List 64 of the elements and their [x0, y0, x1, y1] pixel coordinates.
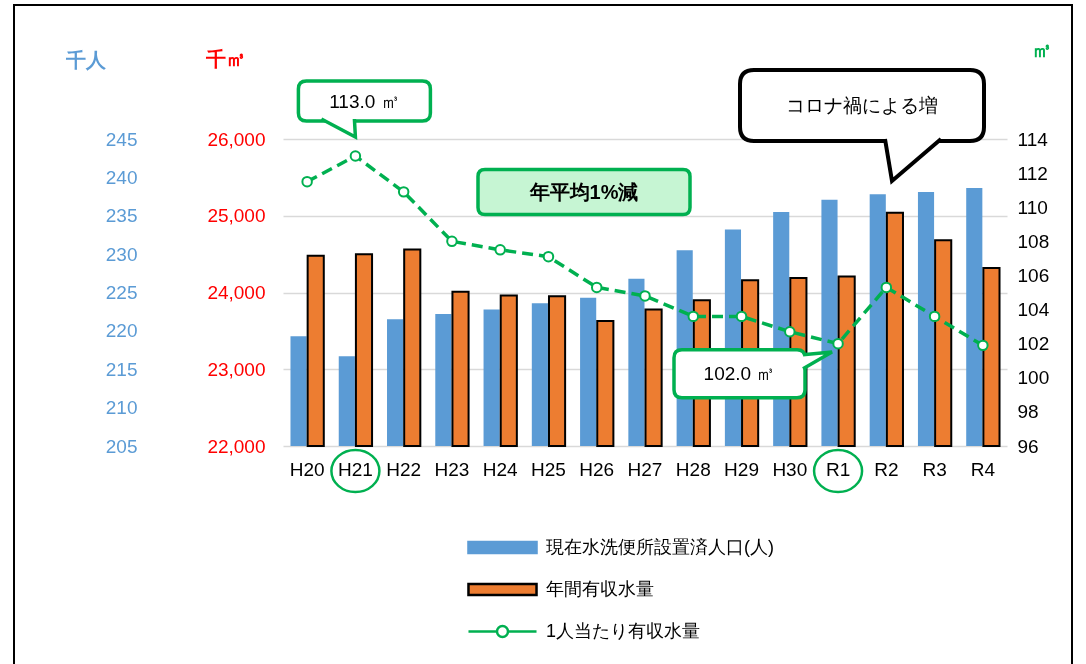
- point: [977, 339, 989, 352]
- point: [928, 310, 941, 323]
- x-tick-label: H29: [724, 458, 759, 480]
- x-tick-label: H21: [337, 458, 373, 480]
- y3-tick-label: 235: [105, 205, 138, 227]
- y3-tick-label: 220: [105, 320, 138, 342]
- legend-label: 年間有収水量: [546, 578, 654, 599]
- point: [494, 244, 506, 256]
- x-tick-label: R1: [825, 458, 851, 480]
- point: [832, 337, 844, 350]
- x-tick-label: H23: [434, 458, 470, 480]
- point: [590, 281, 603, 294]
- y-tick-label: 22,000: [207, 435, 266, 457]
- y2-tick-label: 98: [1017, 401, 1039, 423]
- y3-tick-label: 215: [105, 358, 138, 380]
- annotation: 102.0 ㎥: [703, 363, 776, 385]
- y2-tick-label: 106: [1017, 264, 1050, 286]
- point: [735, 310, 748, 323]
- point: [784, 325, 796, 338]
- point: [301, 175, 313, 188]
- x-tick-label: H22: [386, 458, 422, 480]
- point: [542, 250, 555, 263]
- text: 113.0 ㎥: [329, 90, 400, 112]
- point: [880, 281, 893, 294]
- y3-tick-label: 225: [105, 282, 138, 303]
- x-tick-label: H28: [675, 458, 711, 480]
- x-tick-label: H24: [482, 458, 519, 480]
- x-tick-label: R4: [970, 458, 996, 480]
- point: [446, 235, 458, 248]
- annotation: 年平均1%減: [528, 181, 639, 203]
- y3-axis-title: 千人: [64, 48, 107, 71]
- y3-tick-label: 205: [105, 435, 138, 457]
- y-tick-label: 24,000: [207, 282, 266, 303]
- y-tick-label: 23,000: [207, 358, 266, 380]
- point: [687, 310, 700, 323]
- y3-tick-label: 245: [105, 128, 138, 150]
- y-tick-label: 26,000: [207, 128, 266, 150]
- y3-tick-label: 210: [105, 397, 138, 419]
- x-tick-label: H27: [627, 458, 663, 480]
- x-tick-label: R2: [874, 458, 899, 480]
- y2-tick-label: 112: [1017, 162, 1048, 184]
- y2-tick-label: 102: [1017, 333, 1050, 355]
- y2-tick-label: 104: [1017, 299, 1050, 321]
- text: コロナ禍による増: [786, 95, 938, 116]
- legend-label: 1人当たり有収水量: [546, 620, 701, 641]
- point: [397, 186, 410, 198]
- point: [349, 150, 362, 162]
- x-tick-label: H26: [579, 458, 615, 480]
- y2-axis-title: ㎥: [1031, 38, 1052, 61]
- y-tick-label: 25,000: [207, 205, 266, 227]
- y2-tick-label: 114: [1017, 128, 1049, 150]
- x-tick-label: H20: [289, 458, 325, 480]
- y3-tick-label: 240: [105, 166, 138, 188]
- x-tick-label: H30: [772, 458, 808, 480]
- y2-tick-label: 108: [1017, 230, 1050, 252]
- x-tick-label: R3: [922, 458, 947, 480]
- y3-tick-label: 230: [105, 243, 138, 265]
- y2-tick-label: 110: [1017, 196, 1048, 218]
- legend-label: 現在水洗便所設置済人口(人): [546, 536, 774, 557]
- x-tick-label: H25: [531, 458, 566, 480]
- y2-tick-label: 96: [1017, 435, 1039, 457]
- y2-tick-label: 100: [1017, 367, 1050, 389]
- point: [639, 290, 651, 302]
- y-axis-title: 千㎥: [204, 47, 246, 70]
